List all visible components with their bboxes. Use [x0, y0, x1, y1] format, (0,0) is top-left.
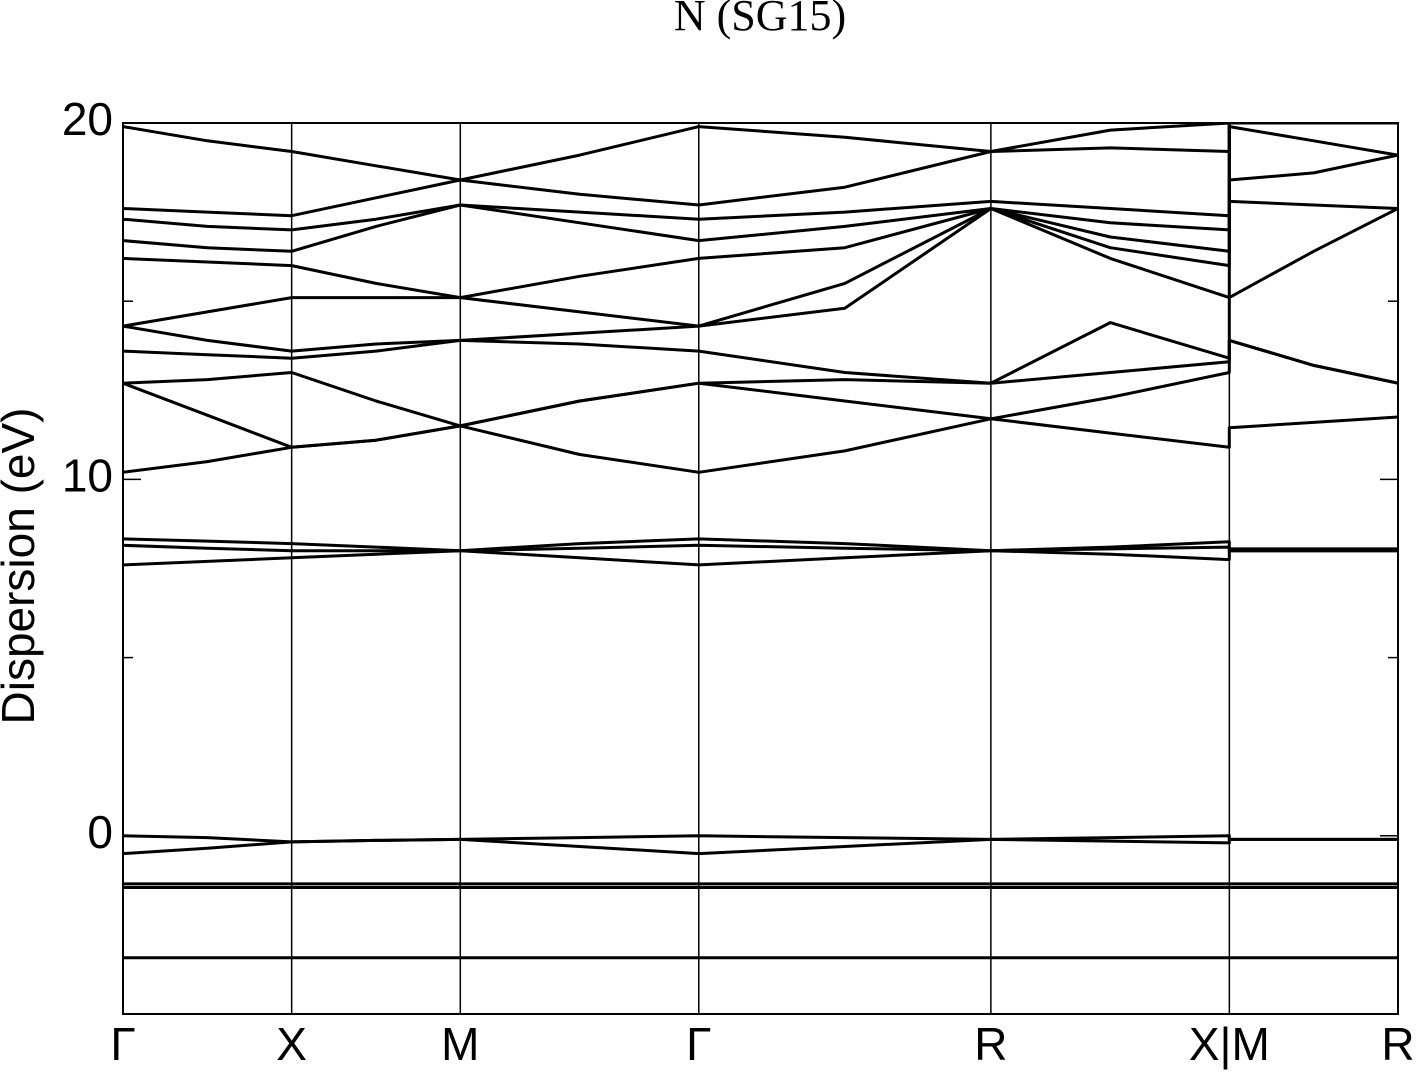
y-tick-label: 20	[62, 93, 113, 145]
x-tick-label: X	[276, 1018, 307, 1070]
chart-title: N (SG15)	[674, 0, 846, 40]
x-tick-label: X|M	[1189, 1018, 1270, 1070]
x-tick-label: M	[441, 1018, 479, 1070]
band-line	[123, 338, 1398, 428]
x-tick-label: R	[1381, 1018, 1414, 1070]
band-line	[123, 837, 1398, 856]
x-tick-label: Γ	[110, 1018, 135, 1070]
band-line	[123, 153, 1398, 328]
x-tick-label: Γ	[686, 1018, 711, 1070]
band-line	[123, 543, 1398, 553]
band-line	[123, 122, 1398, 218]
x-tick-label: R	[974, 1018, 1007, 1070]
plot-frame	[122, 122, 1399, 1015]
band-line	[123, 549, 1398, 567]
y-tick-label: 0	[87, 806, 113, 858]
y-tick-label: 10	[62, 450, 113, 502]
band-line	[123, 199, 1398, 353]
band-line	[123, 122, 1398, 253]
band-line	[123, 122, 1398, 232]
y-axis-label: Dispersion (eV)	[0, 408, 44, 725]
band-line	[123, 122, 1398, 182]
bands	[123, 122, 1398, 960]
band-line	[123, 207, 1398, 385]
